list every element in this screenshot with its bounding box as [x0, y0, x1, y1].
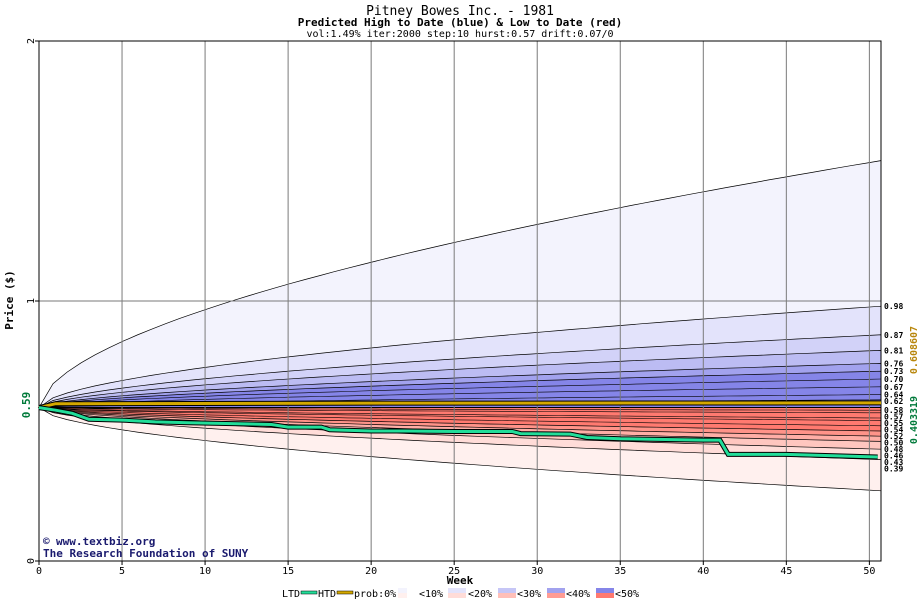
y-tick-label: 1 [26, 298, 37, 304]
right-value-label: 0.58 [884, 406, 903, 415]
legend-50-label: <50% [615, 589, 639, 600]
y-tick-label: 0 [26, 558, 37, 564]
start-price-label: 0.59 [20, 392, 33, 419]
legend-10-label: <10% [419, 589, 443, 600]
x-tick-label: 20 [365, 566, 377, 577]
right-value-label: 0.81 [884, 346, 903, 355]
right-value-label: 0.73 [884, 367, 903, 376]
y-axis-label: Price ($) [3, 270, 16, 330]
htd-value-label: 0.608607 [909, 326, 920, 374]
y-tick-labels: 0 1 2 [26, 38, 39, 564]
htd-line [38, 401, 882, 410]
red-contour-2 [38, 407, 882, 419]
x-tick-labels: 0 5 10 15 20 25 30 35 40 45 50 [36, 561, 875, 577]
series-lines [38, 400, 882, 460]
legend-swatch-0-blue [398, 588, 407, 593]
legend-swatch-30-blue [547, 588, 565, 593]
grid-lines [39, 41, 881, 561]
x-axis-label: Week [447, 574, 474, 587]
red-contour-1 [38, 407, 882, 421]
blue-contour-0 [38, 378, 882, 408]
right-value-label: 0.54 [884, 426, 903, 435]
chart-params: vol:1.49% iter:2000 step:10 hurst:0.57 d… [306, 29, 613, 40]
ltd-line [38, 406, 878, 459]
legend-htd-label: HTD [318, 589, 336, 600]
credit-block: © www.textbiz.org The Research Foundatio… [43, 535, 249, 560]
x-tick-label: 5 [119, 566, 125, 577]
legend-swatch-20-red [498, 593, 516, 598]
right-value-label: 0.67 [884, 383, 903, 392]
ltd-value-label: 0.403319 [909, 396, 920, 444]
legend-swatch-40-blue [596, 588, 614, 593]
copyright-symbol: © [43, 535, 50, 548]
y-tick-label: 2 [26, 38, 37, 44]
right-value-label: 0.57 [884, 413, 903, 422]
legend-swatch-30-red [547, 593, 565, 598]
blue-contour-1 [38, 386, 882, 408]
legend-htd-swatch [336, 590, 354, 595]
legend-swatch-0-red [398, 593, 407, 598]
legend-swatch-20-blue [498, 588, 516, 593]
x-tick-label: 35 [614, 566, 626, 577]
x-tick-label: 30 [531, 566, 543, 577]
x-tick-label: 10 [199, 566, 211, 577]
legend: LTD HTD prob:0% <10% <20% <30% <40% <50% [282, 588, 639, 600]
x-tick-label: 40 [697, 566, 709, 577]
legend-swatch-40-red [596, 593, 614, 598]
chart-title: Pitney Bowes Inc. - 1981 [366, 4, 554, 19]
right-value-label: 0.52 [884, 432, 903, 441]
legend-30-label: <30% [517, 589, 541, 600]
right-value-label: 0.98 [884, 302, 903, 311]
right-value-label: 0.64 [884, 391, 903, 400]
right-value-label: 0.87 [884, 331, 903, 340]
x-tick-label: 45 [780, 566, 792, 577]
right-value-label: 0.70 [884, 375, 903, 384]
right-value-label: 0.48 [884, 445, 903, 454]
legend-swatch-10-red [448, 593, 466, 598]
right-value-label: 0.43 [884, 458, 903, 467]
x-tick-label: 25 [448, 566, 460, 577]
probability-bands [37, 160, 882, 492]
red-contour-4 [38, 407, 881, 411]
right-value-label: 0.62 [884, 397, 903, 406]
legend-ltd-label: LTD [282, 589, 300, 600]
legend-prob-label: prob:0% [354, 589, 396, 600]
right-value-label: 0.39 [884, 465, 903, 474]
chart-subtitle: Predicted High to Date (blue) & Low to D… [298, 16, 623, 29]
red-contour-0 [38, 407, 882, 427]
red-contour-3 [38, 407, 881, 414]
right-value-label: 0.50 [884, 439, 903, 448]
right-value-labels: 0.98 0.87 0.81 0.760.730.700.670.640.620.58… [884, 302, 903, 474]
legend-40-label: <40% [566, 589, 590, 600]
credit-org: The Research Foundation of SUNY [43, 547, 249, 560]
legend-ltd-swatch [300, 590, 318, 595]
right-value-label: 0.55 [884, 419, 903, 428]
credit-url: www.textbiz.org [56, 535, 155, 548]
x-tick-label: 15 [282, 566, 294, 577]
legend-swatch-10-blue [448, 588, 466, 593]
x-tick-label: 0 [36, 566, 42, 577]
right-value-label: 0.76 [884, 359, 903, 368]
x-tick-label: 50 [863, 566, 875, 577]
legend-20-label: <20% [468, 589, 492, 600]
right-value-label: 0.46 [884, 452, 903, 461]
